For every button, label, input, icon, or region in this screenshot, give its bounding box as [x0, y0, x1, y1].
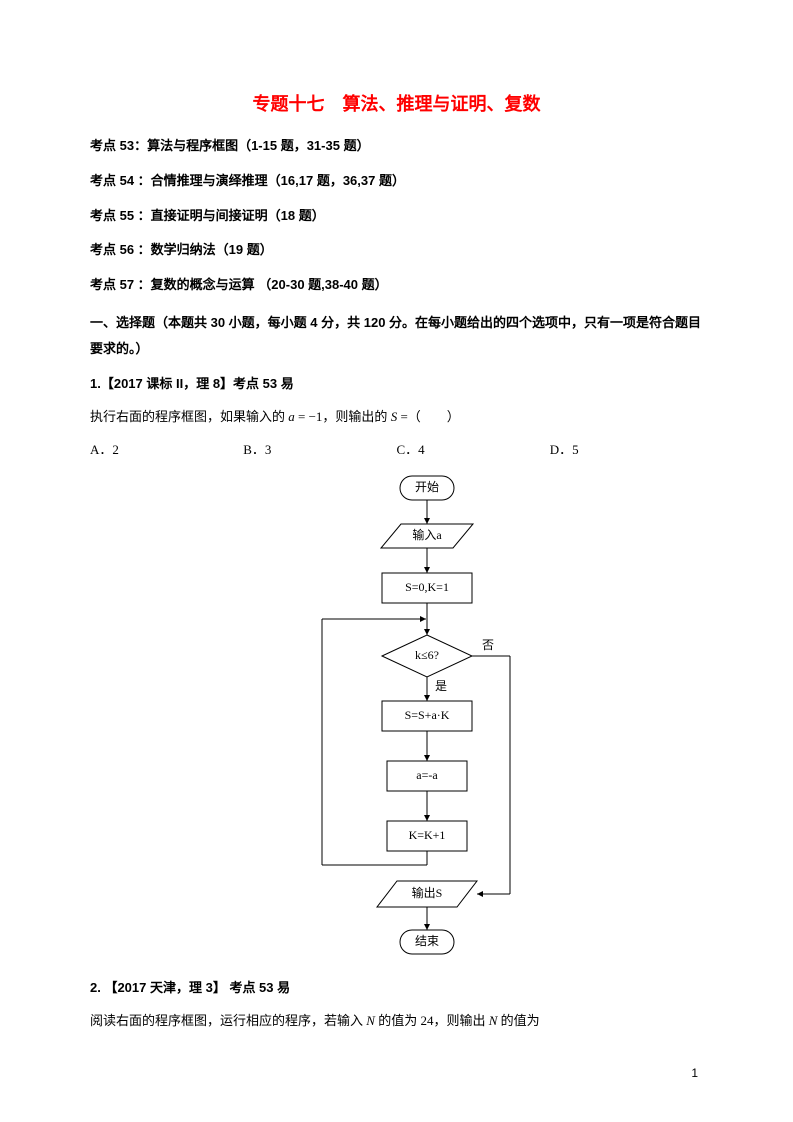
svg-text:是: 是	[434, 679, 446, 693]
exam-point-53: 考点 53：算法与程序框图（1-15 题，31-35 题）	[90, 136, 703, 157]
svg-text:K=K+1: K=K+1	[408, 828, 445, 842]
q1-option-a: A．2	[90, 439, 243, 458]
flowchart: 开始输入a S=0,K=1 k≤6? S=S+a·K a=-a K=K+1 输出S 结束 是 否	[262, 468, 532, 958]
svg-text:否: 否	[481, 638, 493, 652]
exam-point-55: 考点 55 ：直接证明与间接证明（18 题）	[90, 206, 703, 227]
svg-text:输入a: 输入a	[412, 527, 442, 542]
q1-option-b: B．3	[243, 439, 396, 458]
q1-stem: 执行右面的程序框图，如果输入的 a = −1，则输出的 S =（ ）	[90, 405, 703, 428]
svg-text:结束: 结束	[414, 934, 438, 948]
svg-text:S=S+a·K: S=S+a·K	[404, 708, 449, 722]
q1-tag-text: 1.【2017 课标 II，理 8】考点 53 易	[90, 376, 294, 391]
q2-stem: 阅读右面的程序框图，运行相应的程序，若输入 N 的值为 24，则输出 N 的值为	[90, 1009, 703, 1032]
q2-stem-var-n1: N	[366, 1013, 375, 1028]
q1-options: A．2 B．3 C．4 D．5	[90, 439, 703, 458]
svg-text:输出S: 输出S	[411, 885, 442, 900]
svg-text:S=0,K=1: S=0,K=1	[405, 580, 449, 594]
svg-text:a=-a: a=-a	[416, 768, 438, 782]
q2-tag-text: 2. 【2017 天津，理 3】 考点 53 易	[90, 980, 290, 995]
q2-stem-p2: 的值为 24，则输出	[375, 1013, 489, 1028]
q1-stem-p0: 执行右面的程序框图，如果输入的	[90, 409, 288, 424]
q2-stem-p4: 的值为	[497, 1013, 539, 1028]
q1-stem-p4: =（ ）	[397, 409, 460, 424]
exam-point-54: 考点 54 ：合情推理与演绎推理（16,17 题，36,37 题）	[90, 171, 703, 192]
q2-tag: 2. 【2017 天津，理 3】 考点 53 易	[90, 976, 703, 999]
section-intro: 一、选择题（本题共 30 小题，每小题 4 分，共 120 分。在每小题给出的四…	[90, 310, 703, 362]
svg-text:开始: 开始	[414, 480, 438, 494]
q1-option-c: C．4	[397, 439, 550, 458]
q1-tag: 1.【2017 课标 II，理 8】考点 53 易	[90, 372, 703, 395]
q1-option-d: D．5	[550, 439, 703, 458]
exam-point-56: 考点 56 ：数学归纳法（19 题）	[90, 240, 703, 261]
q1-stem-p2: = −1，则输出的	[295, 409, 391, 424]
page-number: 1	[691, 1066, 698, 1080]
exam-point-57: 考点 57 ：复数的概念与运算 （20-30 题,38-40 题）	[90, 275, 703, 296]
page: 专题十七 算法、推理与证明、复数 考点 53：算法与程序框图（1-15 题，31…	[0, 0, 793, 1122]
doc-title: 专题十七 算法、推理与证明、复数	[90, 90, 703, 116]
q2-stem-p0: 阅读右面的程序框图，运行相应的程序，若输入	[90, 1013, 366, 1028]
svg-text:k≤6?: k≤6?	[415, 648, 439, 662]
